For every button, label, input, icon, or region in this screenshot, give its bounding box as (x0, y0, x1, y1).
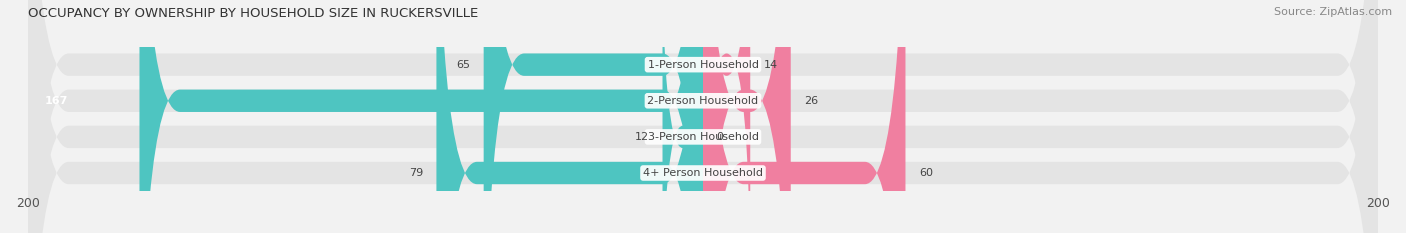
FancyBboxPatch shape (703, 0, 905, 233)
FancyBboxPatch shape (28, 0, 1378, 233)
FancyBboxPatch shape (703, 0, 790, 233)
FancyBboxPatch shape (662, 0, 703, 233)
FancyBboxPatch shape (484, 0, 703, 233)
Text: 12: 12 (636, 132, 650, 142)
Text: 167: 167 (45, 96, 69, 106)
FancyBboxPatch shape (28, 0, 1378, 233)
Text: 14: 14 (763, 60, 778, 70)
Text: Source: ZipAtlas.com: Source: ZipAtlas.com (1274, 7, 1392, 17)
Text: 79: 79 (409, 168, 423, 178)
Text: 3-Person Household: 3-Person Household (648, 132, 758, 142)
Text: 26: 26 (804, 96, 818, 106)
Text: 4+ Person Household: 4+ Person Household (643, 168, 763, 178)
Text: 1-Person Household: 1-Person Household (648, 60, 758, 70)
FancyBboxPatch shape (28, 0, 1378, 233)
Text: OCCUPANCY BY OWNERSHIP BY HOUSEHOLD SIZE IN RUCKERSVILLE: OCCUPANCY BY OWNERSHIP BY HOUSEHOLD SIZE… (28, 7, 478, 20)
FancyBboxPatch shape (28, 0, 1378, 233)
Text: 0: 0 (717, 132, 724, 142)
FancyBboxPatch shape (139, 0, 703, 233)
Text: 65: 65 (456, 60, 470, 70)
Text: 2-Person Household: 2-Person Household (647, 96, 759, 106)
Text: 60: 60 (920, 168, 934, 178)
FancyBboxPatch shape (436, 0, 703, 233)
FancyBboxPatch shape (703, 0, 751, 233)
